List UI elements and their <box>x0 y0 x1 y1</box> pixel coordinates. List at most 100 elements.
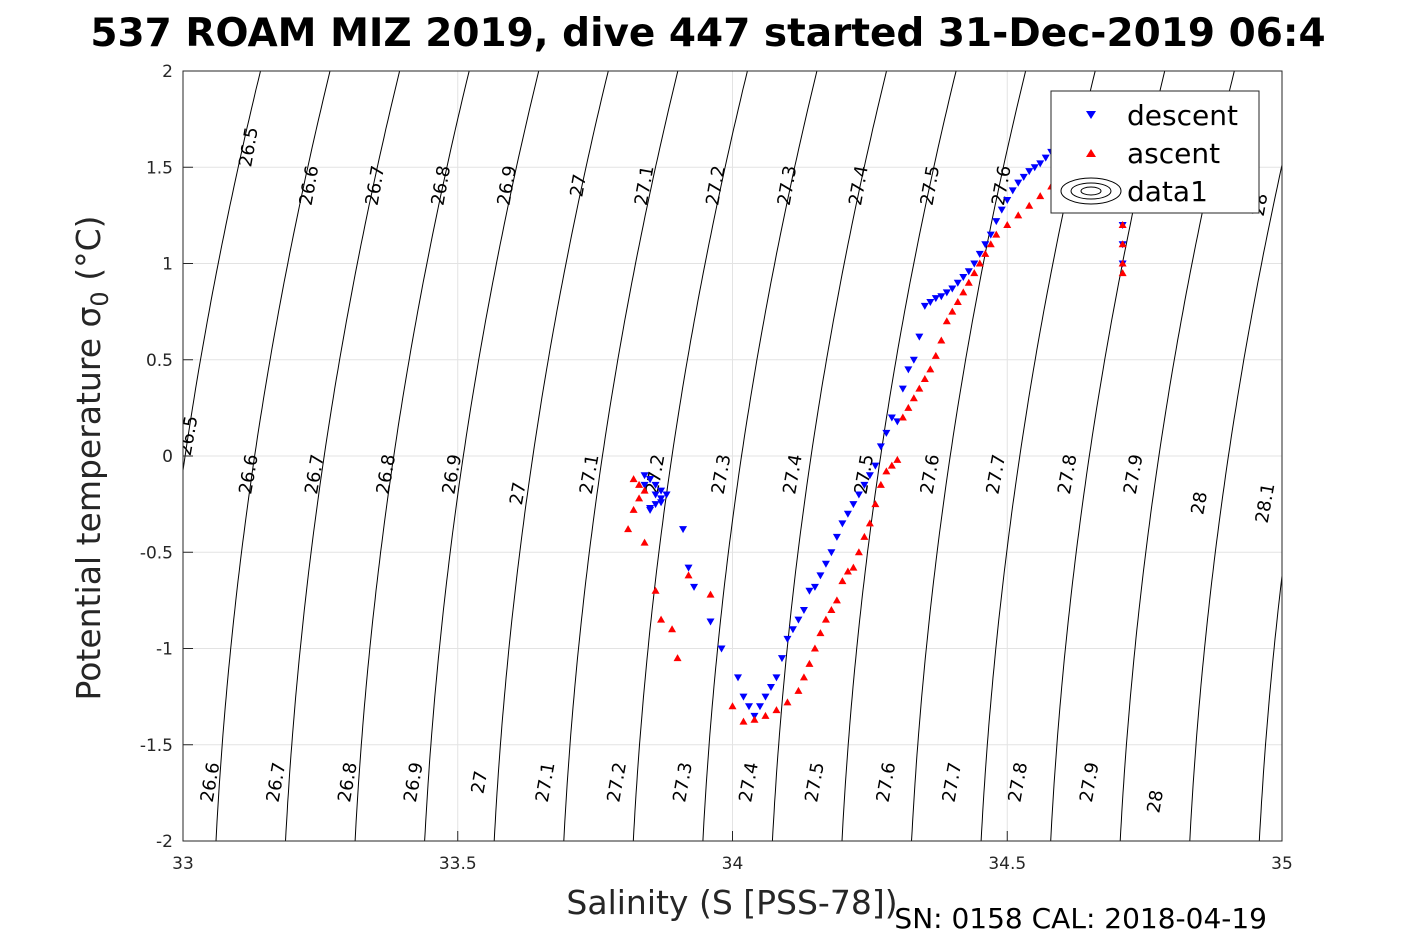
descent-point <box>838 520 847 528</box>
x-tick-label: 35 <box>1271 854 1293 874</box>
contour-label: 28.1 <box>1252 482 1280 525</box>
descent-point <box>865 472 874 480</box>
ascent-point <box>1014 211 1023 219</box>
ascent-point <box>624 525 633 533</box>
isopycnal-line <box>563 71 679 841</box>
contour-label: 26.9 <box>400 761 428 804</box>
descent-point <box>849 501 858 509</box>
ascent-point <box>926 365 935 373</box>
ascent-point <box>959 288 968 296</box>
contour-label: 27.4 <box>779 453 807 496</box>
contour-label: 26.6 <box>235 453 263 496</box>
contour-label: 27.3 <box>774 164 802 207</box>
contour-label: 26.5 <box>235 125 263 168</box>
descent-point <box>843 510 852 518</box>
isopycnal-line <box>424 71 540 841</box>
y-axis-label: Potential temperature σ0 (°C) <box>69 216 114 701</box>
descent-point <box>948 285 957 293</box>
descent-point <box>640 481 649 489</box>
x-axis-label: Salinity (S [PSS-78]) <box>566 883 897 922</box>
contour-label: 27.4 <box>735 761 763 804</box>
legend-data1-contour-icon <box>1060 177 1122 205</box>
data-series <box>624 141 1127 725</box>
y-axis-label-main: Potential temperature <box>69 328 108 701</box>
isopycnal-line <box>215 71 331 841</box>
descent-point <box>827 549 836 557</box>
ascent-point <box>981 249 990 257</box>
contour-label: 27.5 <box>801 761 829 804</box>
ascent-point <box>876 480 885 488</box>
ascent-point <box>728 702 737 710</box>
descent-point <box>942 289 951 297</box>
ascent-point <box>843 567 852 575</box>
ascent-point <box>975 259 984 267</box>
ascent-point <box>651 586 660 594</box>
ascent-point <box>904 403 913 411</box>
ascent-point <box>849 563 858 571</box>
ascent-point <box>635 480 644 488</box>
isopycnal-line <box>1258 571 1282 841</box>
legend: descent ascent data1 <box>1050 90 1260 214</box>
series-descent <box>640 141 1127 720</box>
descent-point <box>816 572 825 580</box>
descent-point <box>1025 168 1034 176</box>
isopycnal-line <box>632 71 748 841</box>
ascent-point <box>640 538 649 546</box>
legend-descent-label: descent <box>1127 99 1238 132</box>
ascent-point <box>1003 221 1012 228</box>
descent-point <box>1019 173 1028 181</box>
descent-point <box>657 487 666 495</box>
descent-point <box>1008 187 1017 195</box>
descent-point <box>679 526 688 534</box>
descent-point <box>657 499 666 507</box>
descent-point <box>997 206 1006 214</box>
contour-label: 26.5 <box>175 414 203 457</box>
isopycnal-line <box>493 71 609 841</box>
descent-point <box>975 250 984 258</box>
descent-point <box>777 655 786 663</box>
ascent-point <box>871 500 880 508</box>
ascent-point <box>887 461 896 469</box>
contour-label: 26.9 <box>439 453 467 496</box>
isopycnal-line <box>1189 162 1282 841</box>
descent-point <box>717 645 726 653</box>
ascent-point <box>772 706 781 714</box>
descent-point <box>904 366 913 374</box>
ascent-point <box>953 298 962 305</box>
descent-point <box>1030 164 1039 172</box>
descent-point <box>964 268 973 276</box>
contour-label: 26.6 <box>197 761 225 804</box>
descent-point <box>876 443 885 451</box>
contour-label: 27.1 <box>532 761 560 804</box>
descent-point <box>992 218 1001 226</box>
isopycnal-line <box>911 71 1027 841</box>
ascent-point <box>799 673 808 681</box>
descent-point <box>871 462 880 470</box>
contour-label: 27.5 <box>917 164 945 207</box>
ascent-point <box>635 494 644 502</box>
legend-data1-label: data1 <box>1127 175 1208 208</box>
ascent-point <box>805 659 814 667</box>
contour-label: 27.6 <box>917 453 945 496</box>
isopycnal-line <box>841 71 957 841</box>
descent-point <box>915 333 924 341</box>
contour-labels: 26.5 26.6 26.7 26.8 26.9 27 27.1 27.2 27.3 27.4 27… <box>175 125 1280 814</box>
contour-label: 28 <box>1187 490 1212 516</box>
descent-point <box>783 635 792 643</box>
descent-point <box>970 260 979 268</box>
x-tick-label: 33.5 <box>439 854 477 874</box>
y-axis-label-unit: (°C) <box>69 216 108 292</box>
isopycnal-line <box>702 71 818 841</box>
isopycnal-line <box>285 71 401 841</box>
ascent-point <box>865 519 874 527</box>
descent-point <box>1041 154 1050 162</box>
contour-label: 26.7 <box>362 164 390 207</box>
descent-point <box>690 583 699 591</box>
contour-label: 27.6 <box>988 164 1016 207</box>
ascent-point <box>668 625 677 633</box>
contour-label: 27.7 <box>939 761 967 804</box>
descent-point <box>821 560 830 568</box>
contour-label: 27.1 <box>576 453 604 496</box>
ascent-point <box>860 532 869 540</box>
